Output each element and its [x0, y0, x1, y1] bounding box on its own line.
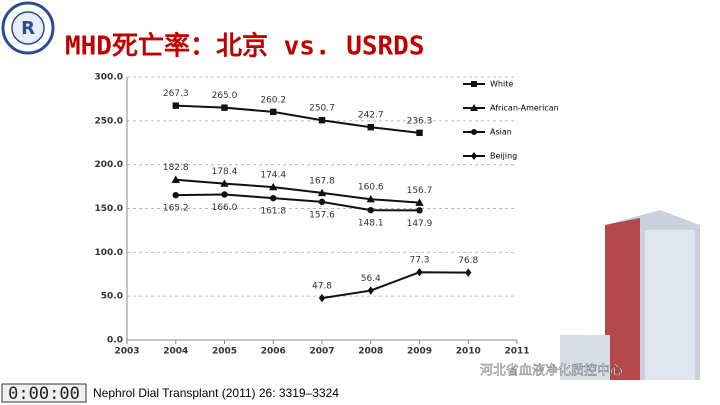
data-label: 161.8 [260, 207, 286, 217]
data-label: 182.8 [163, 163, 189, 173]
line [321, 271, 469, 300]
x-tick-label: 2005 [212, 347, 237, 357]
x-tick-label: 2010 [456, 347, 481, 357]
marker [471, 152, 477, 160]
data-label: 167.8 [309, 176, 335, 186]
timer: 0:00:00 [8, 384, 80, 404]
marker [221, 104, 228, 111]
line [175, 178, 420, 204]
y-tick-label: 300.0 [95, 73, 123, 83]
data-label: 267.3 [163, 89, 189, 99]
marker [367, 124, 374, 131]
data-label: 236.3 [407, 116, 433, 126]
marker [416, 268, 423, 277]
data-label: 47.8 [312, 282, 332, 292]
data-label: 156.7 [407, 186, 433, 196]
marker [220, 179, 229, 187]
legend-label: White [490, 80, 513, 89]
marker [171, 175, 180, 183]
marker [416, 129, 423, 137]
data-label: 147.9 [407, 219, 433, 229]
logo: R [1, 1, 55, 55]
marker [471, 129, 477, 135]
slide-title: MHD死亡率：北京 vs. USRDS [65, 31, 425, 62]
y-tick-label: 250.0 [95, 116, 123, 126]
y-tick-label: 0.0 [107, 336, 123, 346]
marker [367, 286, 374, 295]
x-tick-label: 2009 [407, 347, 432, 357]
data-label: 178.4 [212, 167, 238, 177]
data-label: 148.1 [358, 219, 384, 229]
data-label: 160.6 [358, 183, 384, 193]
data-label: 165.2 [163, 204, 189, 214]
data-label: 76.8 [458, 256, 478, 266]
y-tick-label: 150.0 [95, 204, 123, 214]
watermark: 河北省血液净化质控中心 [480, 364, 623, 379]
data-label: 166.0 [212, 203, 238, 213]
data-label: 265.0 [212, 91, 238, 101]
y-tick-label: 200.0 [95, 160, 123, 170]
legend-label: Beijing [490, 152, 517, 161]
marker [318, 293, 326, 303]
building [560, 210, 700, 380]
data-label: 56.4 [361, 274, 381, 284]
marker [270, 108, 277, 116]
marker [172, 102, 179, 109]
marker [367, 206, 374, 214]
x-tick-label: 2006 [261, 347, 286, 357]
data-label: 242.7 [358, 111, 384, 121]
marker [317, 188, 327, 197]
line [175, 104, 420, 134]
marker [366, 195, 375, 203]
data-label: 77.3 [409, 256, 429, 266]
svg-text:R: R [21, 18, 35, 39]
marker [172, 191, 179, 199]
plot: 0.0 50.0 100.0 150.0 200.0 250.0 300.0 2003 2004… [95, 73, 559, 357]
x-tick-label: 2011 [504, 347, 529, 357]
x-tick-label: 2003 [114, 347, 139, 357]
legend-label: African-American [490, 104, 559, 113]
y-tick-label: 50.0 [101, 292, 123, 302]
marker [470, 104, 478, 111]
marker [270, 194, 277, 202]
line [175, 193, 420, 212]
data-label: 260.2 [260, 95, 286, 105]
marker [471, 81, 477, 87]
timer-box [1, 383, 87, 403]
x-tick-label: 2008 [358, 347, 383, 357]
marker [318, 117, 326, 124]
marker [465, 268, 472, 277]
x-tick-label: 2004 [163, 347, 188, 357]
marker [269, 182, 278, 191]
marker [318, 198, 326, 206]
legend-label: Asian [490, 128, 512, 137]
marker [416, 207, 423, 214]
x-tick-label: 2007 [309, 347, 334, 357]
citation: Nephrol Dial Transplant (2011) 26: 3319–… [93, 386, 339, 400]
data-label: 157.6 [309, 210, 335, 220]
marker [221, 191, 228, 198]
data-label: 174.4 [260, 171, 286, 181]
y-tick-label: 100.0 [95, 248, 123, 258]
marker [415, 198, 424, 206]
data-label: 250.7 [309, 104, 335, 114]
